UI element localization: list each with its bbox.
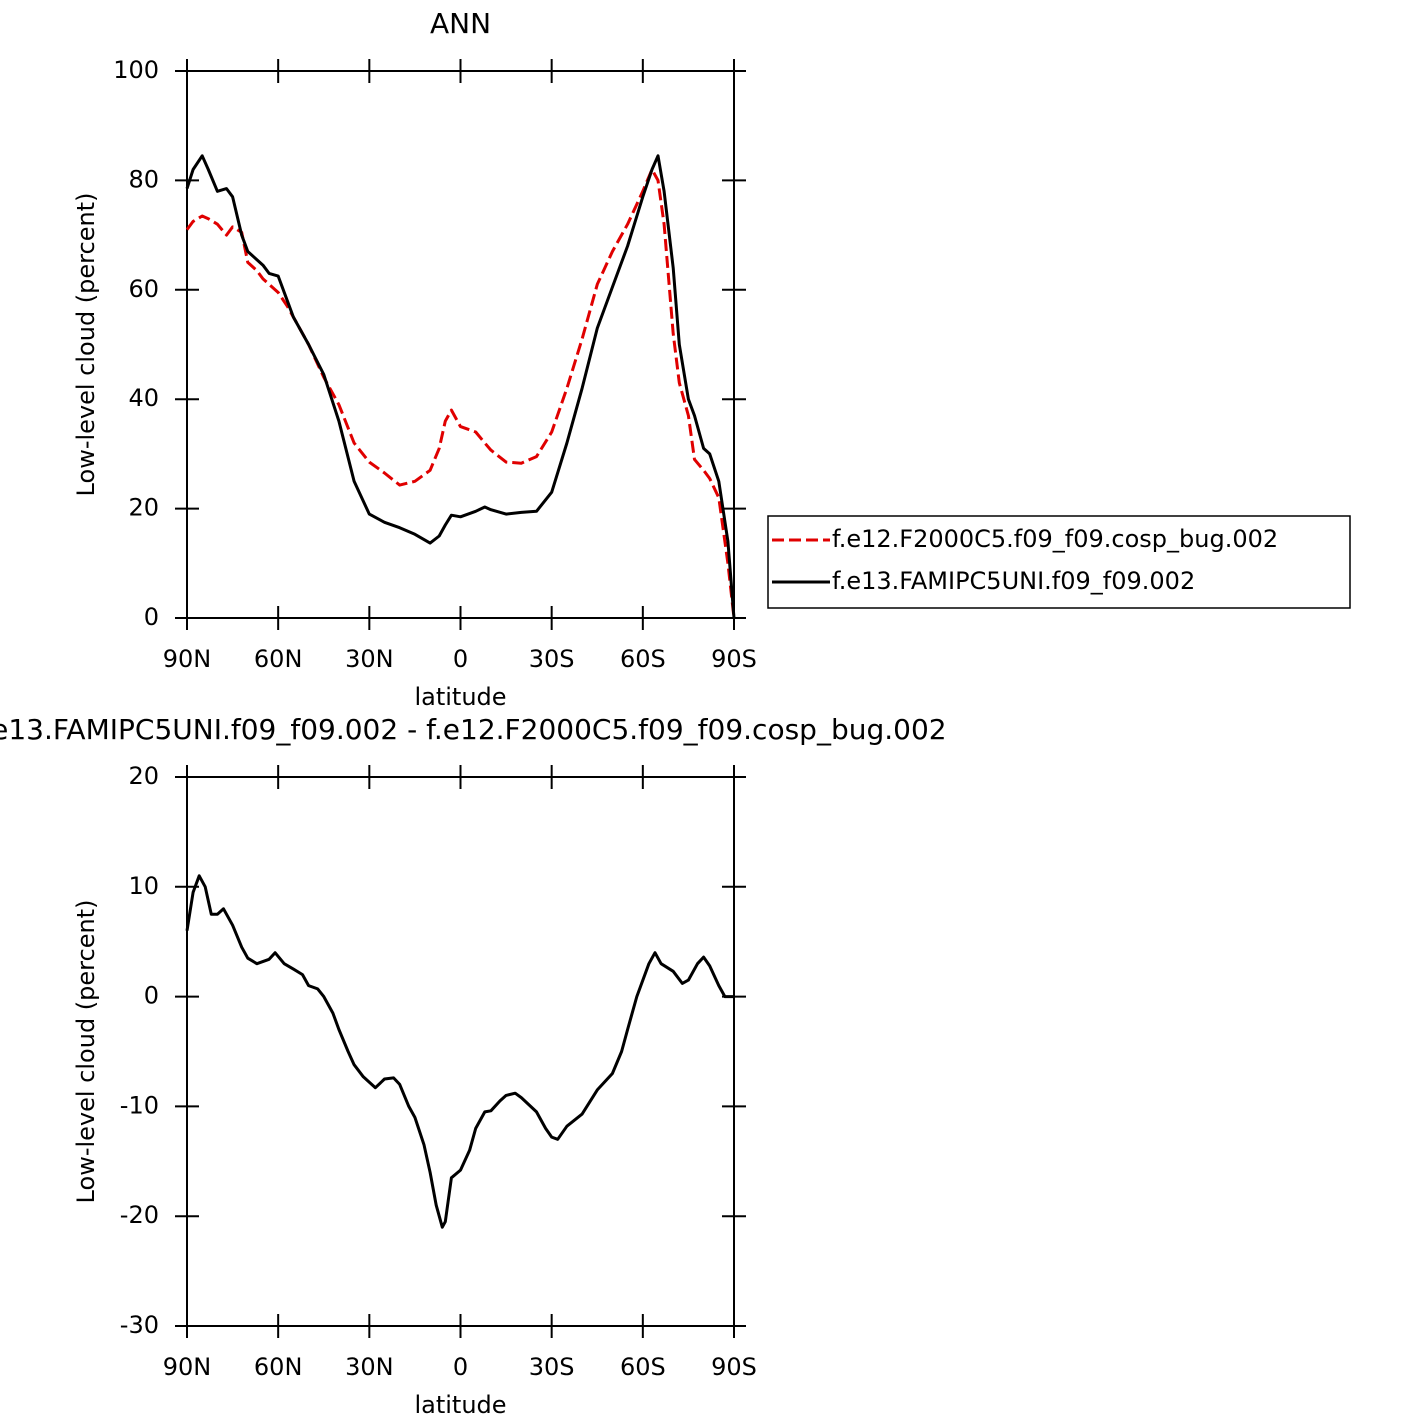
x-tick-label: 60S — [620, 645, 666, 673]
y-tick-label: -10 — [120, 1091, 159, 1119]
x-tick-label: 30S — [529, 645, 575, 673]
y-tick-label: 40 — [128, 384, 159, 412]
x-tick-label: 90N — [163, 645, 212, 673]
y-tick-label: 60 — [128, 275, 159, 303]
y-axis-label: Low-level cloud (percent) — [72, 193, 100, 497]
series-line — [185, 168, 736, 619]
x-axis-label: latitude — [414, 1391, 506, 1419]
chart-title: f.e13.FAMIPC5UNI.f09_f09.002 - f.e12.F20… — [0, 713, 947, 746]
y-tick-label: 10 — [128, 872, 159, 900]
x-tick-label: 0 — [453, 1353, 468, 1381]
y-tick-label: -30 — [120, 1311, 159, 1339]
plot-frame — [186, 776, 735, 1327]
x-tick-label: 60N — [254, 1353, 303, 1381]
x-tick-label: 90N — [163, 1353, 212, 1381]
legend-box — [767, 515, 1351, 609]
series-line — [185, 154, 736, 619]
plot-frame — [186, 70, 735, 619]
y-axis-label: Low-level cloud (percent) — [72, 900, 100, 1204]
x-tick-label: 90S — [711, 1353, 757, 1381]
x-tick-label: 90S — [711, 645, 757, 673]
series-line — [185, 874, 734, 1229]
y-tick-label: -20 — [120, 1201, 159, 1229]
legend-label: f.e13.FAMIPC5UNI.f09_f09.002 — [832, 567, 1195, 595]
y-tick-label: 100 — [113, 56, 159, 84]
x-tick-label: 60N — [254, 645, 303, 673]
y-tick-label: 0 — [144, 603, 159, 631]
legend-label: f.e12.F2000C5.f09_f09.cosp_bug.002 — [832, 525, 1278, 553]
x-tick-label: 30N — [345, 1353, 394, 1381]
x-axis-label: latitude — [414, 683, 506, 711]
x-tick-label: 30S — [529, 1353, 575, 1381]
y-tick-label: 20 — [128, 762, 159, 790]
y-tick-label: 0 — [144, 982, 159, 1010]
y-tick-label: 20 — [128, 494, 159, 522]
y-tick-label: 80 — [128, 165, 159, 193]
chart-title: ANN — [430, 7, 491, 40]
x-tick-label: 0 — [453, 645, 468, 673]
x-tick-label: 30N — [345, 645, 394, 673]
x-tick-label: 60S — [620, 1353, 666, 1381]
